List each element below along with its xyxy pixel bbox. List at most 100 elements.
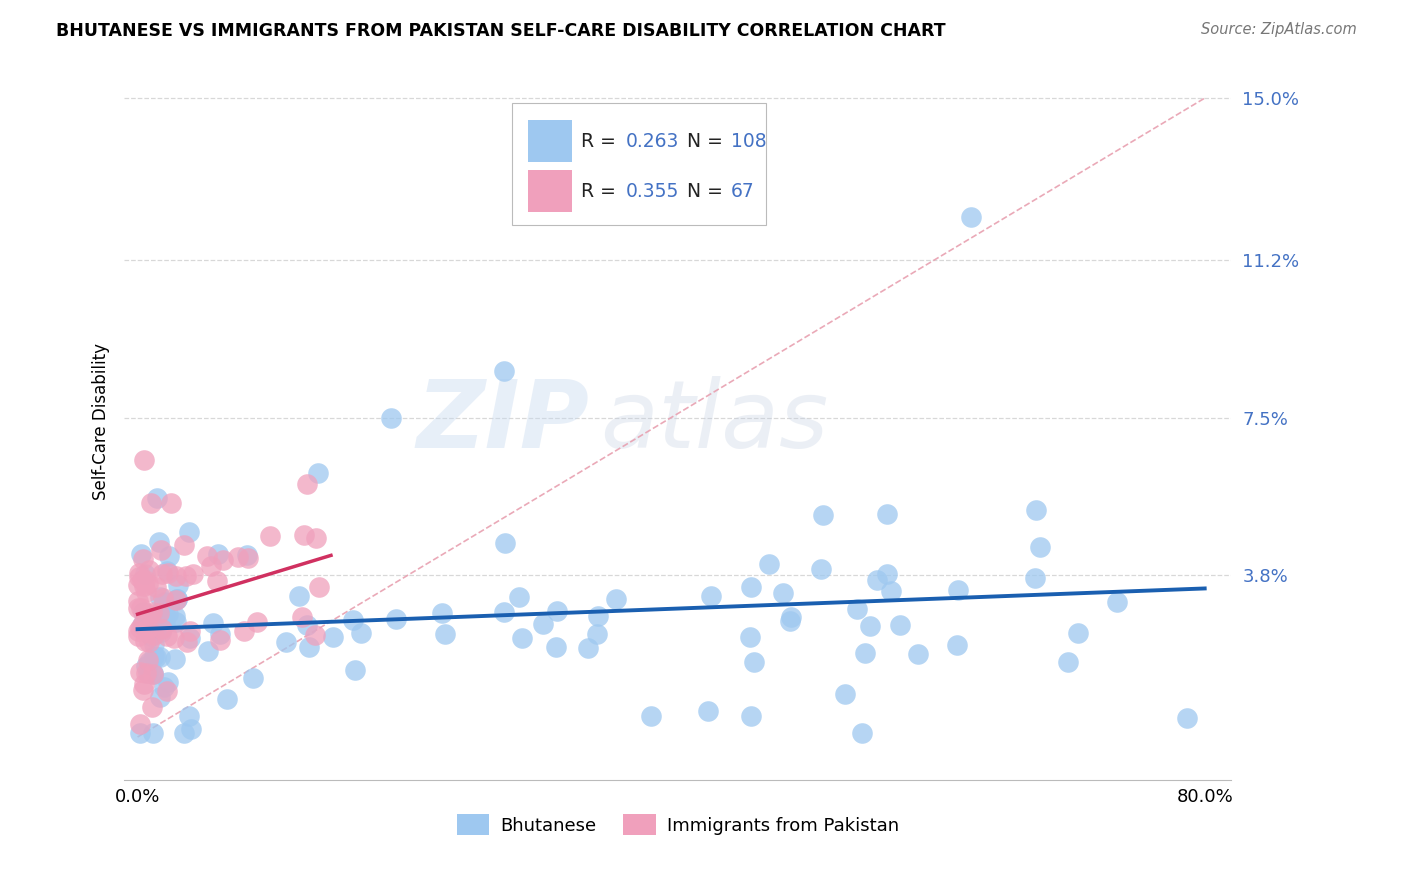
Point [1024, 571, 1046, 585]
Point [576, 641, 599, 656]
Point [160, 496, 183, 510]
Point [1175, 711, 1198, 725]
Point [166, 591, 188, 606]
Point [834, 688, 856, 702]
Text: N =: N = [686, 132, 723, 151]
Text: R =: R = [582, 182, 616, 201]
Point [156, 607, 179, 621]
Point [156, 566, 179, 580]
Point [132, 676, 155, 690]
Point [876, 507, 898, 521]
Point [131, 618, 153, 632]
Point [129, 725, 152, 739]
Point [132, 615, 155, 630]
Point [135, 666, 157, 681]
Point [259, 529, 281, 543]
Point [179, 709, 201, 723]
Point [740, 580, 762, 594]
Point [156, 683, 179, 698]
Point [1025, 502, 1047, 516]
Point [740, 708, 762, 723]
Point [197, 549, 219, 564]
Point [880, 584, 903, 599]
Point [640, 708, 662, 723]
Point [246, 615, 269, 629]
Point [142, 725, 165, 739]
Point [494, 605, 516, 619]
Point [165, 615, 187, 630]
Point [889, 618, 911, 632]
Point [276, 634, 298, 648]
Point [150, 543, 173, 558]
Point [162, 632, 184, 646]
Point [946, 638, 969, 652]
Point [851, 725, 873, 739]
Point [156, 564, 179, 578]
Point [1057, 655, 1080, 669]
Point [127, 578, 149, 592]
Point [238, 551, 260, 566]
Point [780, 609, 803, 624]
Point [813, 508, 835, 523]
Point [236, 549, 259, 563]
Text: BHUTANESE VS IMMIGRANTS FROM PAKISTAN SELF-CARE DISABILITY CORRELATION CHART: BHUTANESE VS IMMIGRANTS FROM PAKISTAN SE… [56, 22, 946, 40]
Point [143, 637, 166, 651]
Point [342, 613, 364, 627]
FancyBboxPatch shape [529, 120, 571, 162]
Text: R =: R = [582, 132, 616, 151]
Point [149, 590, 172, 604]
Point [136, 666, 159, 681]
Point [173, 538, 195, 552]
Point [134, 453, 156, 467]
Point [138, 653, 160, 667]
Point [149, 649, 172, 664]
Point [494, 364, 516, 378]
Point [197, 643, 219, 657]
Point [131, 682, 153, 697]
Point [242, 671, 264, 685]
Point [385, 612, 408, 626]
Point [291, 610, 314, 624]
Point [134, 633, 156, 648]
Point [907, 647, 929, 661]
Point [292, 528, 315, 542]
Point [217, 691, 239, 706]
Y-axis label: Self-Care Disability: Self-Care Disability [93, 343, 110, 500]
Point [141, 666, 163, 681]
Point [350, 626, 373, 640]
Point [134, 567, 156, 582]
Text: atlas: atlas [600, 376, 828, 467]
Text: 108: 108 [731, 132, 766, 151]
Text: N =: N = [686, 182, 723, 201]
Point [207, 547, 229, 561]
Point [307, 466, 329, 480]
Point [139, 607, 162, 622]
Point [605, 591, 627, 606]
Point [779, 615, 801, 629]
Point [150, 622, 173, 636]
Point [131, 605, 153, 619]
Point [138, 621, 160, 635]
Point [586, 627, 609, 641]
Point [127, 624, 149, 639]
Point [430, 606, 453, 620]
Point [157, 549, 180, 563]
Point [205, 574, 228, 589]
Point [344, 664, 367, 678]
Point [758, 557, 780, 571]
Point [946, 582, 969, 597]
Point [149, 690, 172, 705]
Point [129, 717, 152, 731]
Point [165, 569, 187, 583]
Point [380, 410, 402, 425]
Point [1107, 595, 1129, 609]
Point [846, 602, 869, 616]
Point [544, 640, 567, 654]
Point [131, 547, 153, 561]
Point [135, 585, 157, 599]
Point [138, 635, 160, 649]
Point [141, 606, 163, 620]
Point [148, 535, 170, 549]
Point [853, 646, 876, 660]
Point [142, 665, 165, 680]
